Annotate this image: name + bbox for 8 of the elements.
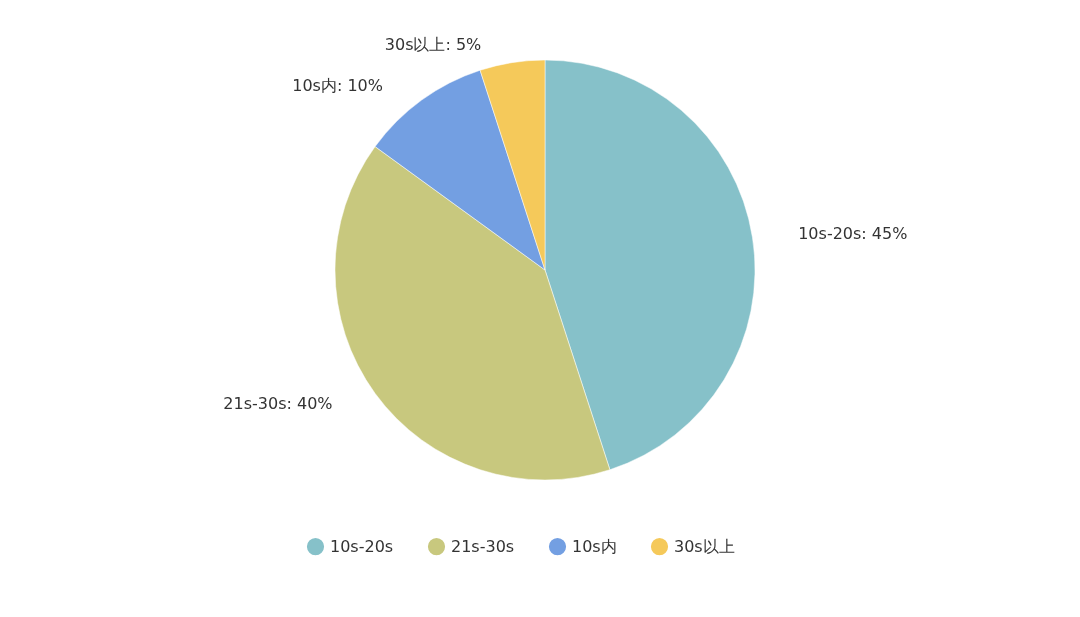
data-label: 30s以上: 5% <box>384 34 482 54</box>
legend-label: 21s-30s <box>451 536 515 556</box>
legend-label: 10s内 <box>572 536 617 556</box>
legend-label: 30s以上 <box>674 536 735 556</box>
legend-label: 10s-20s <box>330 536 394 556</box>
data-label: 21s-30s: 40% <box>223 394 333 414</box>
data-label: 10s内: 10% <box>292 75 383 95</box>
data-label: 10s-20s: 45% <box>798 224 908 244</box>
